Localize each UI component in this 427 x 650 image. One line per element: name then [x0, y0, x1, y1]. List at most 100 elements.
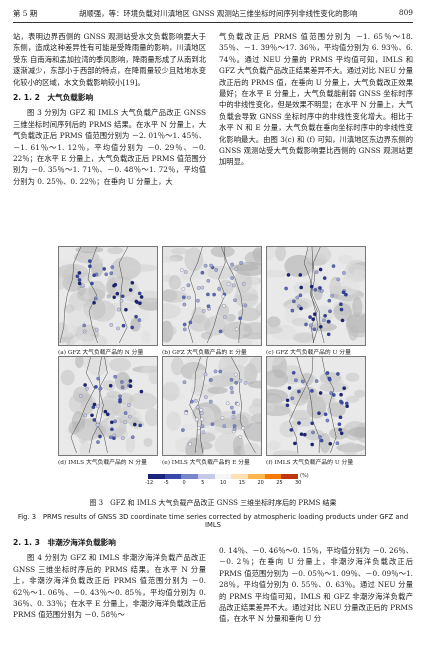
terrain-shade [194, 377, 205, 393]
terrain-shade [240, 442, 261, 455]
terrain-shade [210, 247, 235, 258]
colorbar-swatch [148, 474, 165, 479]
gnss-station-dot [339, 431, 344, 436]
paragraph-ocean-cont: 0. 14％、－0. 46％～0. 15％，平均值分别为 －0. 26％、－0.… [219, 546, 413, 624]
gnss-station-dot [92, 273, 96, 278]
gnss-station-dot [325, 371, 330, 375]
gnss-station-dot [243, 381, 248, 385]
gnss-station-dot [203, 372, 208, 377]
terrain-shade [292, 333, 316, 342]
gnss-station-dot [115, 291, 120, 296]
colorbar-swatch [231, 474, 248, 479]
terrain-shade [314, 316, 331, 329]
paragraph-atmospheric: 图 3 分别为 GFZ 和 IMLS 大气负载产品改正 GNSS 三维坐标时间序… [13, 108, 206, 186]
terrain-shade [238, 307, 261, 322]
gnss-station-dot [118, 394, 122, 399]
gnss-station-dot [120, 380, 124, 384]
terrain-shade [243, 322, 261, 334]
gnss-station-dot [113, 374, 118, 379]
fault-line [321, 357, 337, 454]
fault-line [221, 247, 244, 344]
gnss-station-dot [195, 417, 199, 422]
gnss-station-dot [139, 389, 144, 394]
gnss-station-dot [87, 259, 92, 263]
gnss-station-dot [213, 369, 218, 374]
terrain-shade [166, 411, 181, 431]
colorbar-tick-label: 15 [238, 480, 246, 486]
gnss-station-dot [318, 391, 323, 395]
fault-line [59, 247, 82, 344]
gnss-station-dot [181, 428, 185, 432]
gnss-station-dot [322, 318, 326, 323]
gnss-station-dot [230, 276, 234, 280]
terrain-shade [267, 440, 281, 451]
terrain-shade [320, 378, 344, 387]
gnss-station-dot [287, 386, 292, 390]
gnss-station-dot [139, 295, 144, 299]
terrain-shade [196, 432, 216, 443]
terrain-shade [218, 279, 234, 295]
gnss-station-dot [313, 287, 318, 292]
gnss-station-dot [330, 293, 334, 298]
colorbar-swatch [214, 474, 232, 479]
station-map-d [60, 357, 157, 455]
terrain-shade [307, 254, 327, 265]
colorbar-tick-label: -5 [163, 480, 169, 486]
gnss-station-dot [182, 380, 187, 385]
terrain-shade [184, 247, 204, 272]
gnss-station-dot [323, 412, 328, 417]
gnss-station-dot [130, 325, 135, 330]
gnss-station-dot [236, 402, 240, 407]
gnss-station-dot [94, 385, 98, 389]
gnss-station-dot [344, 292, 348, 297]
terrain-shade [207, 386, 228, 394]
terrain-shade [348, 325, 359, 341]
terrain-shade [129, 420, 145, 428]
terrain-shade [248, 403, 261, 416]
right-column-bottom: 0. 14％、－0. 46％～0. 15％，平均值分别为 －0. 26％、－0.… [219, 545, 413, 625]
colorbar-tick-label: 25 [276, 480, 283, 486]
gnss-station-dot [190, 399, 194, 404]
gnss-station-dot [187, 295, 191, 300]
map-panel-b [162, 246, 262, 346]
gnss-station-dot [298, 293, 303, 298]
gnss-station-dot [232, 427, 237, 431]
terrain-shade [168, 275, 181, 290]
fault-line [310, 247, 321, 344]
gnss-station-dot [318, 435, 322, 439]
terrain-shade [125, 436, 136, 453]
terrain-shade [279, 420, 298, 438]
terrain-shade [193, 406, 215, 429]
gnss-station-dot [233, 372, 238, 377]
gnss-station-dot [110, 265, 115, 269]
terrain-shade [70, 335, 100, 345]
terrain-shade [267, 357, 284, 367]
terrain-shade [267, 325, 283, 335]
gnss-station-dot [234, 327, 239, 332]
gnss-station-dot [318, 267, 323, 272]
terrain-shade [78, 315, 89, 324]
gnss-station-dot [77, 278, 82, 282]
gnss-station-dot [77, 271, 82, 275]
terrain-shade [78, 428, 87, 444]
gnss-station-dot [128, 414, 132, 419]
gnss-station-dot [329, 391, 333, 395]
gnss-station-dot [116, 326, 120, 331]
gnss-station-dot [121, 436, 125, 440]
map-panel-e [162, 356, 262, 456]
gnss-station-dot [123, 411, 128, 415]
terrain-shade [272, 450, 300, 455]
gnss-station-dot [128, 379, 133, 383]
terrain-shade [267, 247, 276, 260]
colorbar: -12 -5 0 5 10 15 20 25 30 (%) [145, 473, 309, 492]
gnss-station-dot [133, 422, 137, 427]
gnss-station-dot [218, 369, 223, 374]
gnss-station-dot [295, 295, 300, 300]
gnss-station-dot [130, 280, 135, 285]
gnss-station-dot [290, 308, 295, 313]
terrain-shade [267, 369, 288, 388]
gnss-station-dot [181, 287, 186, 291]
terrain-shade [252, 247, 261, 260]
gnss-station-dot [314, 379, 319, 383]
gnss-station-dot [214, 268, 219, 272]
